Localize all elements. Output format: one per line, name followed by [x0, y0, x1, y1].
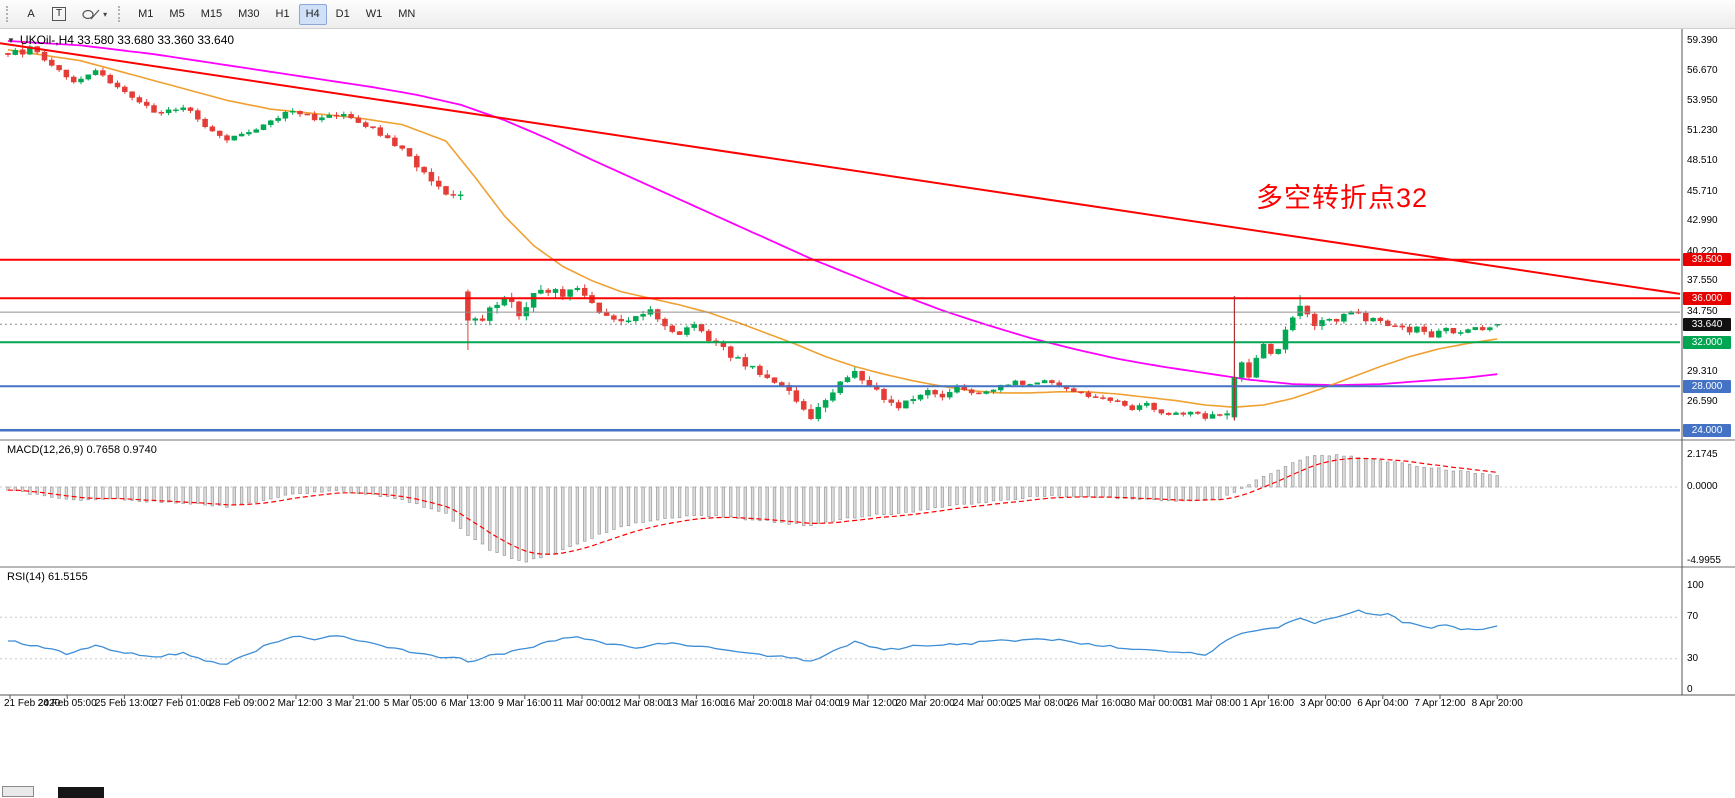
chart-annotation-text[interactable]: 多空转折点32 — [1256, 183, 1429, 213]
rsi-line — [8, 609, 1498, 665]
timeframe-mn-button[interactable]: MN — [391, 4, 422, 25]
timeframe-m15-button[interactable]: M15 — [194, 4, 229, 25]
taskbar-fragment[interactable] — [2, 786, 34, 797]
chevron-down-icon: ▾ — [103, 9, 108, 19]
toolbar-grip-handle[interactable] — [118, 6, 124, 22]
chart-collapse-icon[interactable]: ▼ — [7, 36, 15, 45]
chart-title: ▼ UKOil-,H4 33.580 33.680 33.360 33.640 — [7, 33, 234, 47]
timeframe-d1-button[interactable]: D1 — [329, 4, 357, 25]
arrow-tool-button[interactable]: A — [19, 4, 43, 25]
candles — [5, 41, 1500, 422]
macd-signal-line — [8, 457, 1498, 555]
macd-histogram — [6, 454, 1499, 563]
timeframe-w1-button[interactable]: W1 — [359, 4, 390, 25]
macd-indicator-label: MACD(12,26,9) 0.7658 0.9740 — [7, 444, 157, 456]
ma-slow-magenta — [7, 40, 1498, 387]
rsi-indicator-label: RSI(14) 61.5155 — [7, 571, 88, 583]
chart-title-text: UKOil-,H4 33.580 33.680 33.360 33.640 — [19, 33, 235, 47]
timeframe-m5-button[interactable]: M5 — [162, 4, 191, 25]
taskbar-fragment[interactable] — [58, 787, 104, 798]
timeframe-m1-button[interactable]: M1 — [131, 4, 160, 25]
timeframe-h1-button[interactable]: H1 — [269, 4, 297, 25]
toolbar: A T ▾ M1 M5 M15 M30 H1 H4 D1 W1 MN — [0, 0, 1735, 29]
shapes-icon — [82, 9, 100, 19]
shapes-tool-button[interactable]: ▾ — [75, 4, 114, 25]
text-tool-icon: T — [52, 7, 67, 21]
timeframe-m30-button[interactable]: M30 — [231, 4, 266, 25]
text-tool-button[interactable]: T — [45, 4, 73, 25]
ma-fast-orange — [7, 49, 1498, 409]
descending-trendline[interactable] — [0, 42, 1681, 295]
horizontal-levels — [0, 258, 1680, 432]
timeframe-h4-button[interactable]: H4 — [298, 3, 327, 25]
toolbar-grip-handle[interactable] — [6, 6, 12, 22]
